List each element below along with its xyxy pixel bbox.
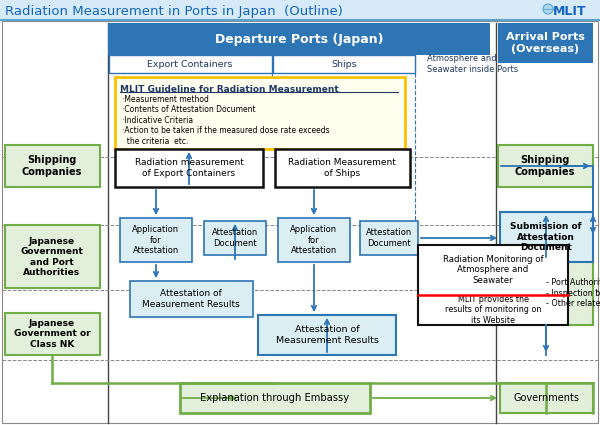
- Text: Ships: Ships: [331, 60, 357, 68]
- Bar: [500, 212, 593, 262]
- Text: Radiation Measurement in Ports in Japan  (Outline): Radiation Measurement in Ports in Japan …: [5, 5, 343, 17]
- Text: Japanese
Government
and Port
Authorities: Japanese Government and Port Authorities: [20, 237, 83, 277]
- Text: Submission of
Attestation
Document: Submission of Attestation Document: [510, 222, 582, 252]
- Bar: [130, 281, 253, 317]
- Text: Attestation of
Measurement Results: Attestation of Measurement Results: [142, 289, 240, 309]
- Text: ·Measurement method
·Contents of Attestation Document
·Indicative Criteria
·Acti: ·Measurement method ·Contents of Attesta…: [122, 95, 329, 146]
- Bar: [5, 313, 100, 355]
- Bar: [0, 0, 600, 20]
- Bar: [498, 145, 593, 187]
- Bar: [278, 218, 350, 262]
- Text: Governments: Governments: [513, 393, 579, 403]
- Bar: [275, 149, 410, 187]
- Text: Attestation
Document: Attestation Document: [212, 228, 258, 248]
- Text: Atmosphere and
Seawater inside Ports: Atmosphere and Seawater inside Ports: [427, 54, 518, 74]
- Text: Departure Ports (Japan): Departure Ports (Japan): [215, 32, 383, 45]
- Bar: [418, 245, 568, 325]
- Bar: [108, 23, 490, 55]
- Bar: [120, 218, 192, 262]
- Bar: [498, 23, 593, 63]
- Text: Shipping
Companies: Shipping Companies: [22, 155, 82, 177]
- Circle shape: [543, 4, 553, 14]
- Text: Attestation
Document: Attestation Document: [366, 228, 412, 248]
- Text: Japanese
Government or
Class NK: Japanese Government or Class NK: [14, 319, 91, 349]
- Bar: [5, 225, 100, 288]
- Text: MLIT: MLIT: [553, 5, 587, 17]
- Text: Radiation Monitoring of
Atmosphere and
Seawater: Radiation Monitoring of Atmosphere and S…: [443, 255, 544, 285]
- Bar: [500, 260, 593, 325]
- Bar: [5, 145, 100, 187]
- Bar: [109, 55, 272, 73]
- Bar: [500, 383, 593, 413]
- Text: Radiation Measurement
of Ships: Radiation Measurement of Ships: [288, 158, 396, 178]
- Text: Shipping
Companies: Shipping Companies: [515, 155, 575, 177]
- Text: Export Containers: Export Containers: [147, 60, 233, 68]
- Bar: [204, 221, 266, 255]
- Bar: [180, 383, 370, 413]
- Bar: [115, 77, 405, 149]
- Text: Application
for
Attestation: Application for Attestation: [290, 225, 338, 255]
- Bar: [258, 315, 396, 355]
- Bar: [360, 221, 418, 255]
- Text: Explanation through Embassy: Explanation through Embassy: [200, 393, 350, 403]
- Text: - Port Authorities
- Inspection bodies
- Other related bodies: - Port Authorities - Inspection bodies -…: [546, 278, 600, 308]
- Text: Attestation of
Measurement Results: Attestation of Measurement Results: [275, 325, 379, 345]
- Text: Arrival Ports
(Overseas): Arrival Ports (Overseas): [506, 32, 584, 54]
- Text: Radiation measurement
of Export Containers: Radiation measurement of Export Containe…: [134, 158, 244, 178]
- Text: MLIT Guideline for Radiation Measurement: MLIT Guideline for Radiation Measurement: [120, 85, 339, 94]
- Text: MLIT provides the
results of monitoring on
its Website: MLIT provides the results of monitoring …: [445, 295, 541, 325]
- Text: Application
for
Attestation: Application for Attestation: [133, 225, 179, 255]
- Bar: [115, 149, 263, 187]
- Bar: [273, 55, 415, 73]
